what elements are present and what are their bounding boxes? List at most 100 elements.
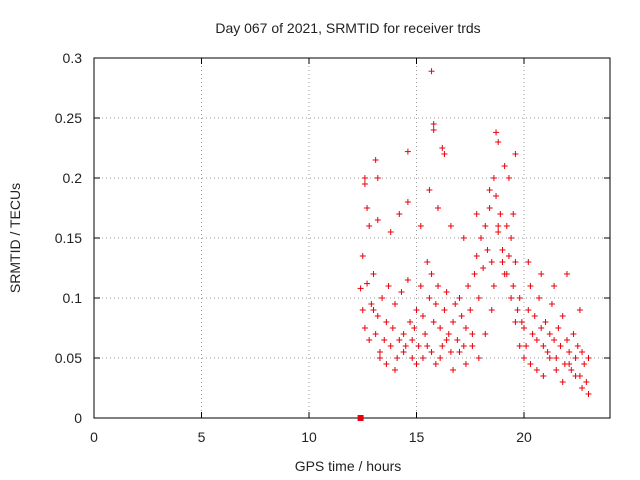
data-point: [462, 325, 469, 331]
data-point: [469, 343, 476, 349]
data-point: [557, 343, 564, 349]
data-point: [374, 217, 381, 223]
data-point: [372, 331, 379, 337]
data-point: [505, 175, 512, 181]
data-point: [525, 307, 532, 313]
y-tick-label: 0.05: [55, 350, 82, 366]
data-point: [454, 337, 461, 343]
data-point: [456, 349, 463, 355]
data-point: [516, 295, 523, 301]
x-tick-label: 10: [301, 429, 317, 445]
data-point: [445, 331, 452, 337]
data-point: [559, 313, 566, 319]
data-point: [546, 331, 553, 337]
data-point: [396, 211, 403, 217]
data-point: [579, 349, 586, 355]
data-point: [439, 343, 446, 349]
y-axis-label: SRMTID / TECUs: [7, 183, 23, 293]
x-tick-label: 15: [409, 429, 425, 445]
data-point: [564, 337, 570, 343]
data-point: [551, 283, 558, 289]
data-point: [518, 319, 525, 325]
data-point: [430, 319, 437, 325]
data-point: [357, 285, 364, 292]
data-point: [450, 367, 457, 373]
data-point: [499, 259, 506, 265]
data-point: [364, 205, 371, 211]
data-point: [432, 301, 439, 307]
y-axis-ticks: 0 0.05 0.1 0.15 0.2 0.25 0.3: [55, 50, 610, 426]
y-tick-label: 0: [74, 410, 82, 426]
data-point: [426, 187, 433, 193]
data-point: [525, 259, 532, 265]
data-point: [495, 223, 502, 229]
data-point: [422, 331, 429, 337]
data-point: [579, 385, 586, 391]
data-point: [361, 181, 368, 187]
data-point: [379, 295, 386, 301]
data-point: [469, 331, 476, 337]
data-point: [447, 349, 454, 355]
data-point: [529, 331, 536, 337]
data-point: [366, 337, 373, 343]
data-point: [366, 223, 373, 229]
data-point: [452, 301, 459, 307]
data-point: [503, 223, 510, 229]
data-point: [424, 259, 431, 265]
data-point: [583, 379, 590, 385]
data-point: [387, 229, 394, 235]
data-point: [475, 295, 482, 301]
data-point: [493, 129, 500, 136]
data-point: [447, 223, 454, 229]
data-point: [415, 343, 422, 349]
data-point: [435, 205, 441, 211]
data-point: [531, 313, 538, 319]
data-point: [572, 373, 579, 379]
data-point: [443, 337, 450, 343]
data-point: [413, 307, 420, 313]
data-point: [493, 193, 500, 199]
data-point: [400, 349, 407, 355]
data-point: [361, 175, 368, 181]
data-point: [424, 343, 431, 349]
y-tick-label: 0.3: [63, 50, 83, 66]
x-axis-label: GPS time / hours: [295, 458, 402, 474]
data-point: [536, 295, 543, 301]
data-point: [495, 139, 502, 145]
data-point: [398, 289, 405, 295]
data-point: [400, 331, 407, 337]
data-point: [383, 319, 390, 325]
data-point: [488, 307, 495, 313]
data-point: [540, 373, 547, 379]
data-point: [484, 247, 491, 253]
data-point: [553, 367, 560, 373]
data-point: [441, 307, 448, 313]
data-point: [508, 295, 515, 301]
data-point: [499, 247, 506, 253]
data-point: [538, 271, 545, 277]
data-point: [553, 355, 560, 361]
data-point: [392, 367, 398, 373]
data-point: [374, 313, 381, 319]
data-point: [542, 319, 549, 325]
data-point: [430, 127, 437, 133]
data-point: [572, 355, 579, 361]
y-tick-label: 0.25: [55, 110, 82, 126]
data-point: [585, 391, 592, 397]
data-point: [417, 223, 424, 229]
data-point: [527, 361, 534, 367]
data-point: [544, 349, 551, 355]
data-point: [475, 355, 482, 361]
data-point: [376, 355, 383, 361]
data-point: [503, 271, 510, 277]
data-point: [533, 337, 540, 343]
x-tick-label: 0: [90, 429, 98, 445]
data-point: [394, 355, 401, 361]
data-point: [490, 283, 497, 289]
data-point: [372, 157, 379, 163]
data-point: [514, 307, 521, 313]
data-point: [432, 361, 439, 367]
data-point: [566, 361, 573, 367]
data-point: [551, 337, 558, 343]
